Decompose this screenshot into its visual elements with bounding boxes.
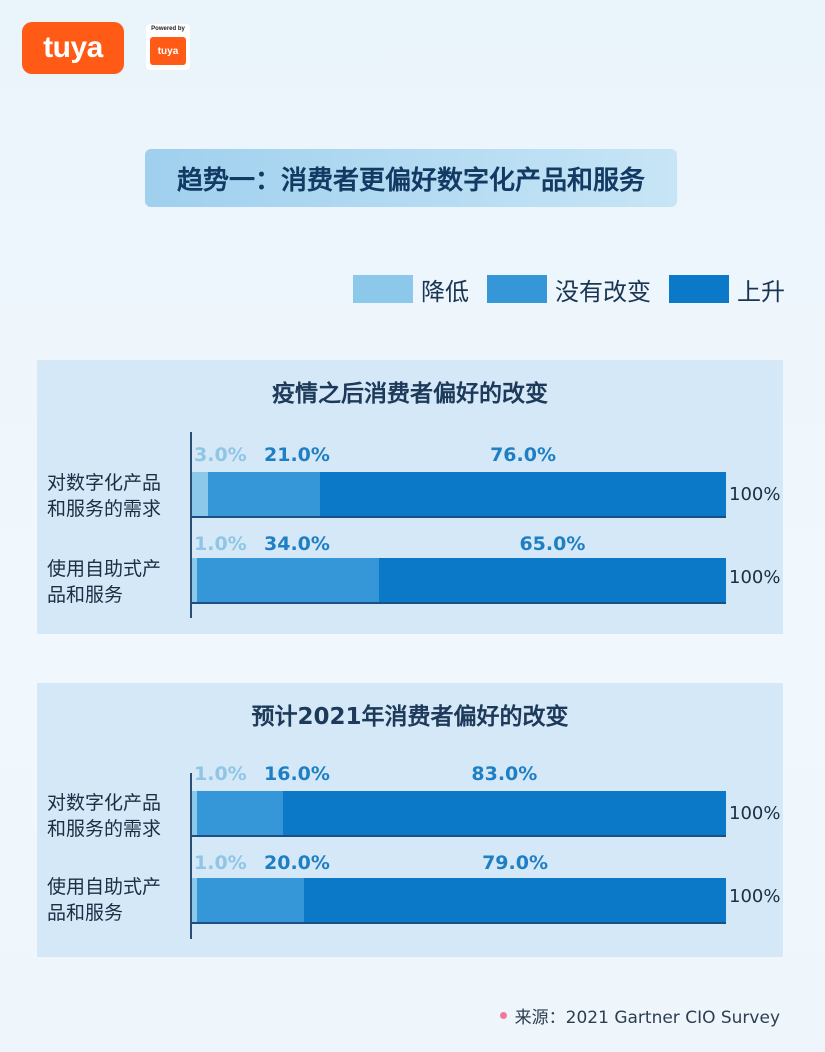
row-label-demand: 对数字化产品 和服务的需求: [47, 790, 187, 842]
total-label: 100%: [729, 484, 781, 505]
stacked-bar: [192, 472, 726, 516]
total-label: 100%: [729, 886, 781, 907]
bar-segment-unchanged: [197, 558, 379, 602]
page-title: 趋势一：消费者更偏好数字化产品和服务: [145, 149, 677, 207]
chart-title: 预计2021年消费者偏好的改变: [251, 704, 569, 730]
row-label-line: 使用自助式产: [47, 876, 162, 898]
tuya-logo-text: tuya: [43, 31, 103, 64]
data-label-decrease: 1.0%: [194, 763, 247, 785]
chart-legend: 降低 没有改变 上升: [335, 272, 785, 307]
chart-panel-forecast-2021: 预计2021年消费者偏好的改变 对数字化产品 和服务的需求 使用自助式产 品和服…: [37, 683, 783, 957]
chart-axis: [190, 432, 192, 618]
row-label-line: 对数字化产品: [47, 472, 162, 494]
row-label-line: 品和服务: [47, 902, 124, 924]
bar-segment-increase: [304, 878, 726, 922]
data-label-unchanged: 20.0%: [264, 852, 330, 874]
powered-by-text: Powered by: [151, 26, 185, 32]
row-label-line: 和服务的需求: [47, 818, 162, 840]
data-label-increase: 79.0%: [482, 852, 548, 874]
data-label-increase: 76.0%: [490, 444, 556, 466]
legend-label-increase: 上升: [737, 277, 785, 306]
bar-segment-decrease: [192, 558, 198, 602]
legend-swatch-decrease: [353, 275, 413, 303]
row-label-demand: 对数字化产品 和服务的需求: [47, 470, 187, 522]
data-label-unchanged: 16.0%: [264, 763, 330, 785]
bar-segment-unchanged: [208, 472, 321, 516]
row-label-self-service: 使用自助式产 品和服务: [47, 556, 187, 608]
data-label-decrease: 3.0%: [194, 444, 247, 466]
stacked-bar: [192, 791, 726, 835]
chart-axis: [190, 773, 192, 939]
bar-segment-decrease: [192, 878, 198, 922]
bar-segment-unchanged: [197, 791, 283, 835]
stacked-bar: [192, 878, 726, 922]
legend-swatch-increase: [669, 275, 729, 303]
bar-segment-decrease: [192, 472, 209, 516]
chart-title: 疫情之后消费者偏好的改变: [272, 381, 548, 407]
powered-by-badge: Powered by tuya: [146, 24, 190, 70]
bar-segment-increase: [378, 558, 726, 602]
legend-item-increase: 上升: [669, 272, 785, 307]
bar-segment-unchanged: [197, 878, 305, 922]
bullet-dot-icon: [499, 1012, 507, 1019]
row-label-line: 品和服务: [47, 584, 124, 606]
chart-panel-after-pandemic: 疫情之后消费者偏好的改变 对数字化产品 和服务的需求 使用自助式产 品和服务 1…: [37, 360, 783, 634]
source-note: 来源：2021 Gartner CIO Survey: [499, 1003, 780, 1028]
legend-label-decrease: 降低: [421, 277, 469, 306]
row-label-line: 对数字化产品: [47, 792, 162, 814]
data-label-increase: 83.0%: [471, 763, 538, 785]
stacked-bar: [192, 558, 726, 602]
data-label-increase: 65.0%: [519, 533, 586, 555]
total-label: 100%: [729, 567, 781, 588]
powered-by-logo: tuya: [150, 37, 186, 65]
row-label-line: 和服务的需求: [47, 498, 162, 520]
tuya-logo: tuya: [22, 22, 124, 74]
row-label-self-service: 使用自助式产 品和服务: [47, 874, 187, 926]
bar-segment-increase: [282, 791, 726, 835]
bar-segment-decrease: [192, 791, 198, 835]
legend-label-unchanged: 没有改变: [555, 277, 651, 306]
legend-item-unchanged: 没有改变: [487, 272, 651, 307]
source-text: 来源：2021 Gartner CIO Survey: [514, 1008, 780, 1028]
data-label-unchanged: 34.0%: [264, 533, 330, 555]
data-label-decrease: 1.0%: [194, 533, 247, 555]
legend-swatch-unchanged: [487, 275, 547, 303]
legend-item-decrease: 降低: [353, 272, 469, 307]
data-label-unchanged: 21.0%: [264, 444, 330, 466]
total-label: 100%: [729, 803, 781, 824]
data-label-decrease: 1.0%: [194, 852, 247, 874]
row-label-line: 使用自助式产: [47, 558, 162, 580]
bar-segment-increase: [320, 472, 726, 516]
